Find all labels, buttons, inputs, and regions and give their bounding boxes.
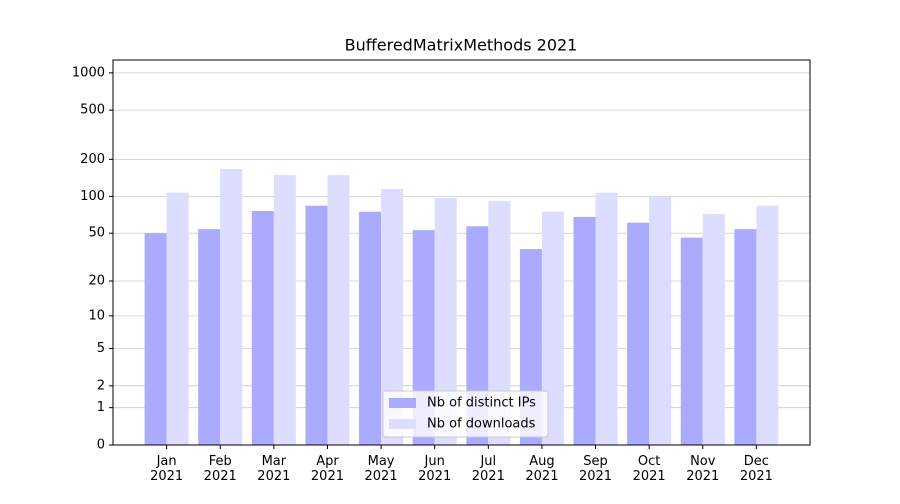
bar bbox=[305, 205, 328, 445]
bar bbox=[220, 169, 243, 445]
x-tick-label: Jun 2021 bbox=[418, 454, 451, 484]
bar bbox=[434, 198, 457, 445]
x-tick-label: Mar 2021 bbox=[257, 454, 290, 484]
x-tick-label: Aug 2021 bbox=[525, 454, 558, 484]
x-tick-label: Jan 2021 bbox=[150, 454, 183, 484]
y-tick-label: 20 bbox=[88, 274, 105, 289]
bar bbox=[649, 196, 672, 445]
x-tick-label: May 2021 bbox=[365, 454, 398, 484]
bar bbox=[541, 211, 564, 445]
y-tick-label: 2 bbox=[97, 378, 105, 393]
bar bbox=[273, 175, 296, 445]
x-tick-label: Apr 2021 bbox=[311, 454, 344, 484]
y-tick-label: 10 bbox=[88, 308, 105, 323]
y-tick-label: 100 bbox=[80, 189, 105, 204]
bar bbox=[756, 205, 779, 445]
y-tick-label: 1000 bbox=[72, 65, 105, 80]
bar bbox=[144, 233, 167, 445]
bar bbox=[198, 229, 221, 445]
bar bbox=[359, 211, 382, 445]
bar bbox=[466, 226, 489, 445]
bar bbox=[573, 216, 596, 445]
chart-title: BufferedMatrixMethods 2021 bbox=[345, 36, 578, 55]
y-tick-label: 1 bbox=[97, 400, 105, 415]
legend-box bbox=[382, 390, 549, 438]
legend-label: Nb of distinct IPs bbox=[427, 396, 536, 411]
plot-frame bbox=[112, 59, 811, 446]
y-tick-label: 500 bbox=[80, 103, 105, 118]
bar bbox=[627, 222, 650, 445]
x-tick-label: Sep 2021 bbox=[579, 454, 612, 484]
y-tick-label: 5 bbox=[97, 341, 105, 356]
x-tick-label: Nov 2021 bbox=[686, 454, 719, 484]
bar bbox=[166, 192, 189, 445]
y-tick-label: 200 bbox=[80, 152, 105, 167]
bar bbox=[488, 200, 511, 445]
y-tick-label: 0 bbox=[97, 438, 105, 453]
bar bbox=[327, 175, 350, 445]
bar bbox=[381, 188, 404, 445]
x-tick-label: Feb 2021 bbox=[204, 454, 237, 484]
bar bbox=[251, 211, 274, 445]
bar bbox=[680, 237, 703, 445]
bar bbox=[702, 213, 725, 445]
x-tick-label: Jul 2021 bbox=[472, 454, 505, 484]
x-tick-label: Oct 2021 bbox=[633, 454, 666, 484]
legend-swatch bbox=[389, 398, 416, 408]
y-tick-label: 50 bbox=[88, 226, 105, 241]
legend-label: Nb of downloads bbox=[427, 417, 536, 432]
bar bbox=[734, 229, 757, 445]
legend-swatch bbox=[389, 419, 416, 429]
bar bbox=[595, 192, 618, 445]
x-tick-label: Dec 2021 bbox=[740, 454, 773, 484]
